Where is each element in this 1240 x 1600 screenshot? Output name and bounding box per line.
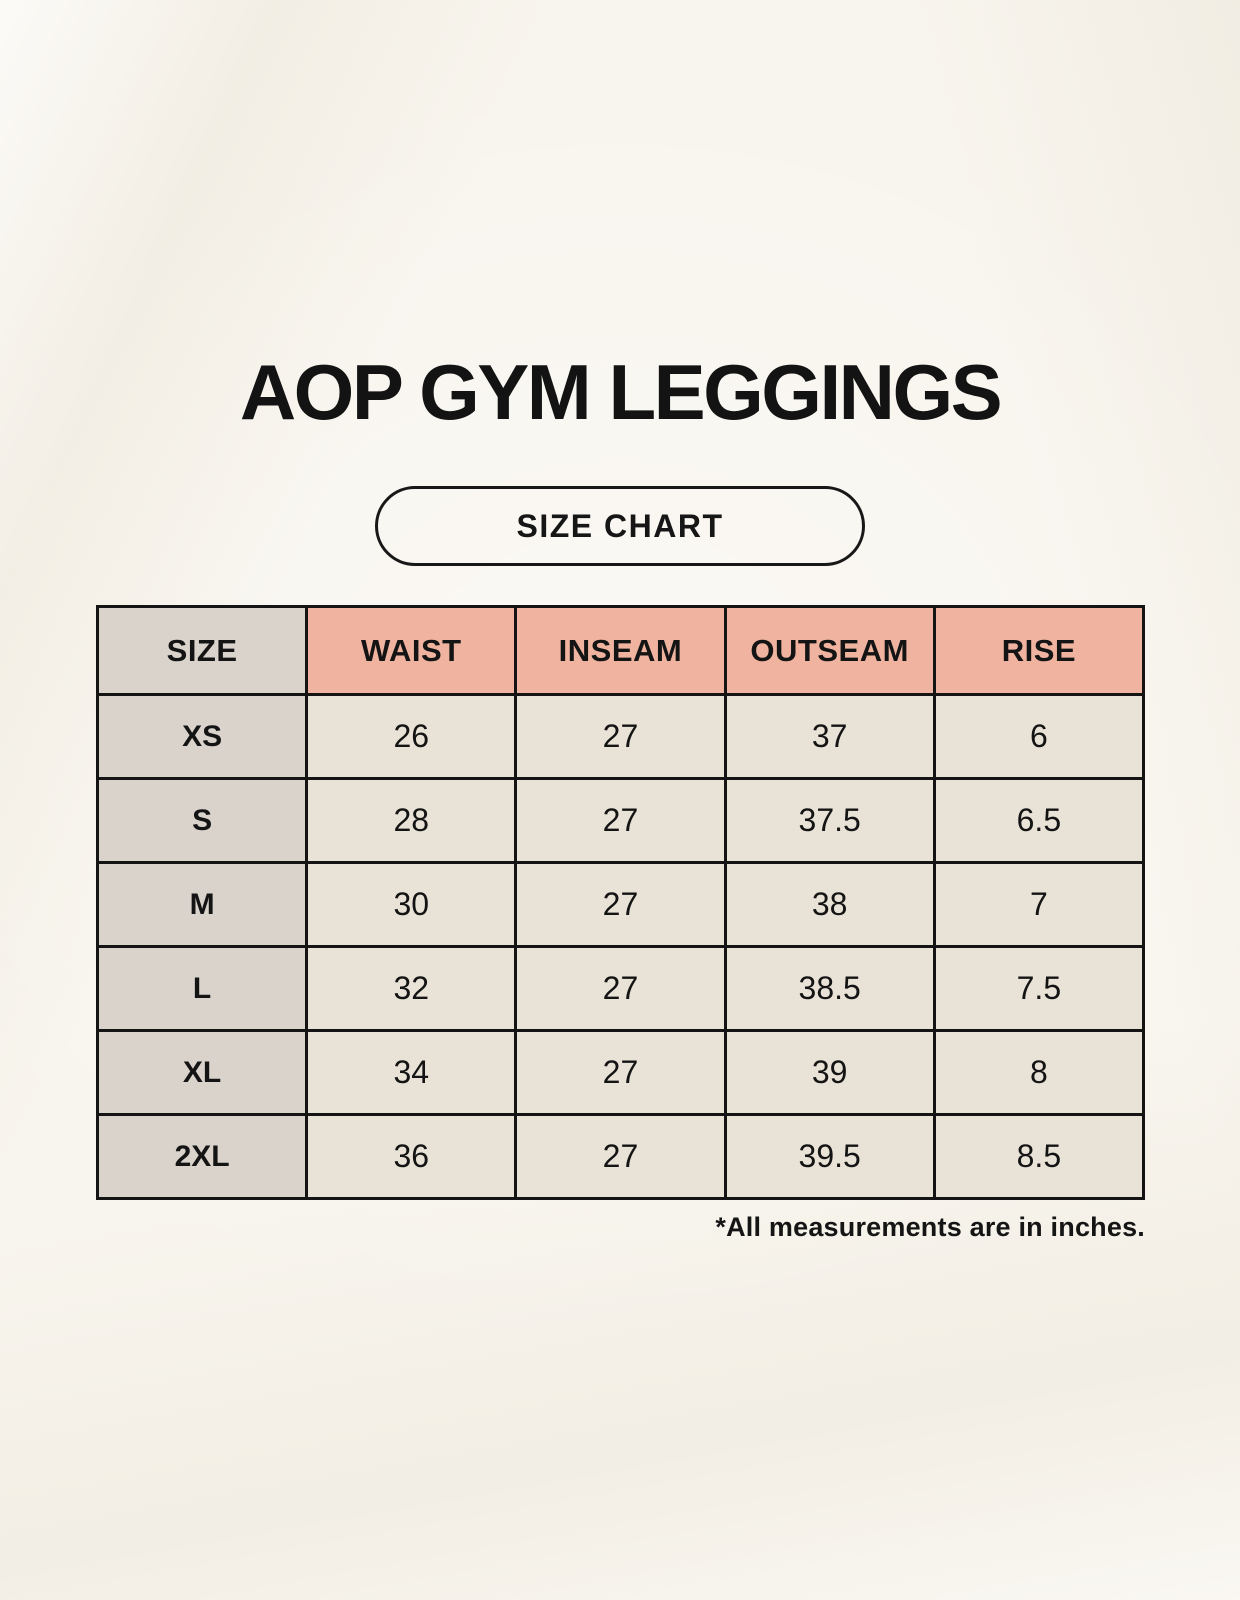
size-row-s: S 28 27 37.5 6.5 xyxy=(95,777,1146,864)
measurement-value: 7.5 xyxy=(932,945,1146,1032)
page-title: AOP GYM LEGGINGS xyxy=(239,348,1003,436)
measurement-value: 27 xyxy=(514,1113,727,1200)
size-label: M xyxy=(95,861,309,948)
size-row-2xl: 2XL 36 27 39.5 8.5 xyxy=(95,1113,1146,1200)
table-header-row: SIZE WAIST INSEAM OUTSEAM RISE xyxy=(95,605,1146,696)
measurements-footnote: *All measurements are in inches. xyxy=(715,1212,1145,1242)
measurement-value: 6 xyxy=(932,693,1146,780)
measurement-value: 39.5 xyxy=(723,1113,936,1200)
size-row-xl: XL 34 27 39 8 xyxy=(95,1029,1146,1116)
measurement-value: 8.5 xyxy=(932,1113,1146,1200)
measurement-value: 8 xyxy=(932,1029,1146,1116)
measurement-value: 32 xyxy=(305,945,518,1032)
measurement-value: 30 xyxy=(305,861,518,948)
measurement-value: 37.5 xyxy=(723,777,936,864)
size-row-xs: XS 26 27 37 6 xyxy=(95,693,1146,780)
measurement-value: 39 xyxy=(723,1029,936,1116)
size-row-l: L 32 27 38.5 7.5 xyxy=(95,945,1146,1032)
column-header-outseam: OUTSEAM xyxy=(723,605,936,696)
table-body: XS 26 27 37 6 S 28 27 37.5 6.5 M 30 27 38 7 L 32 27 38.5 7.… xyxy=(95,693,1146,1200)
column-header-waist: WAIST xyxy=(305,605,518,696)
measurement-value: 34 xyxy=(305,1029,518,1116)
measurement-value: 37 xyxy=(723,693,936,780)
measurement-value: 6.5 xyxy=(932,777,1146,864)
measurement-value: 36 xyxy=(305,1113,518,1200)
measurement-value: 38.5 xyxy=(723,945,936,1032)
measurement-value: 27 xyxy=(514,861,727,948)
size-chart-badge-label: SIZE CHART xyxy=(516,507,724,544)
measurement-value: 28 xyxy=(305,777,518,864)
column-header-inseam: INSEAM xyxy=(514,605,727,696)
measurement-value: 27 xyxy=(514,777,727,864)
measurement-value: 27 xyxy=(514,693,727,780)
size-chart-badge[interactable]: SIZE CHART xyxy=(375,486,865,566)
size-label: S xyxy=(95,777,309,864)
size-chart-table: SIZE WAIST INSEAM OUTSEAM RISE XS 26 27 37 6 S 28 2… xyxy=(95,605,1146,1200)
column-header-size: SIZE xyxy=(95,605,309,696)
measurement-value: 26 xyxy=(305,693,518,780)
size-label: XL xyxy=(95,1029,309,1116)
measurement-value: 7 xyxy=(932,861,1146,948)
measurement-value: 27 xyxy=(514,945,727,1032)
measurement-value: 27 xyxy=(514,1029,727,1116)
measurement-value: 38 xyxy=(723,861,936,948)
size-row-m: M 30 27 38 7 xyxy=(95,861,1146,948)
table-header: SIZE WAIST INSEAM OUTSEAM RISE xyxy=(95,605,1146,696)
size-label: L xyxy=(95,945,309,1032)
size-label: XS xyxy=(95,693,309,780)
column-header-rise: RISE xyxy=(932,605,1146,696)
size-label: 2XL xyxy=(95,1113,309,1200)
